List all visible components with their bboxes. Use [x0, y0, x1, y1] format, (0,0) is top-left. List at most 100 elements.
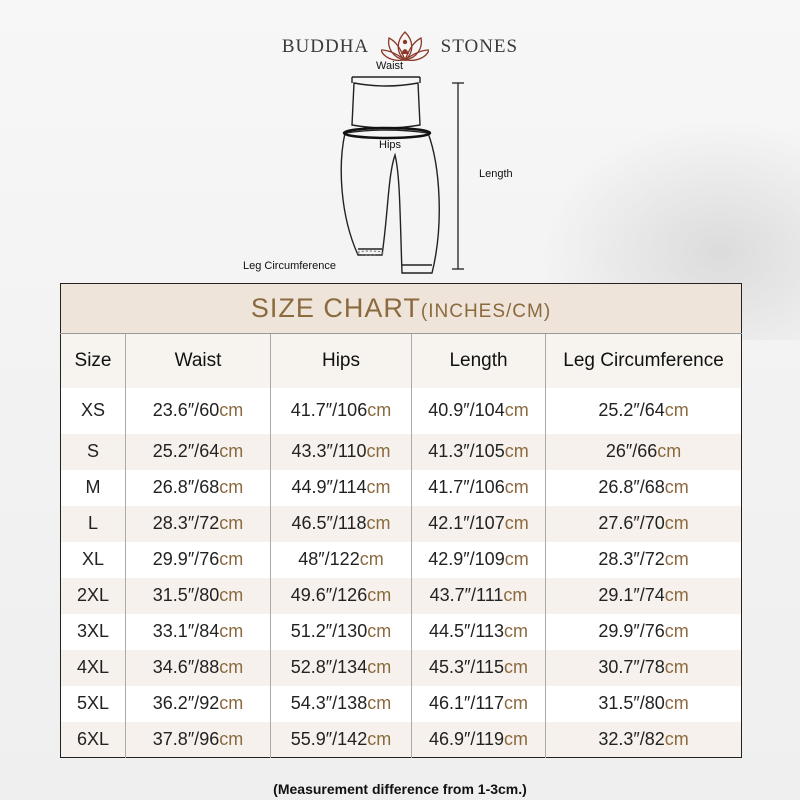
size-cell: 4XL — [60, 649, 126, 686]
length-value: 46.1″/117 — [428, 693, 505, 714]
hips-cell: 43.3″/110cm — [270, 433, 412, 470]
leg-value: 28.3″/72 — [598, 549, 665, 570]
hips-value: 52.8″/134 — [290, 657, 368, 678]
size-cell: 2XL — [60, 577, 126, 614]
size-cell: 3XL — [61, 614, 126, 650]
column-header: Leg Circumference — [544, 333, 742, 388]
waist-value: 26.8″/68 — [152, 477, 220, 498]
lotus-icon — [380, 31, 430, 62]
table-row: M 26.8″/68cm 44.9″/114cm 41.7″/106cm 26.8″/6… — [61, 469, 742, 506]
size-cell: XL — [61, 542, 126, 578]
column-header: Waist — [125, 333, 271, 388]
column-header: Length — [411, 333, 546, 388]
table-row: 3XL 33.1″/84cm 51.2″/130cm 44.5″/113cm 29.9″… — [61, 613, 742, 650]
hips-value: 54.3″/138 — [290, 693, 368, 714]
table-row: 6XL 37.8″/96cm 55.9″/142cm 46.9″/119cm 32.3″… — [60, 721, 742, 758]
hips-value: 46.5″/118 — [291, 513, 367, 534]
waist-value: 31.5″/80 — [152, 585, 220, 606]
unit-cm: cm — [664, 657, 689, 678]
hips-value: 51.2″/130 — [290, 621, 368, 642]
length-cell: 42.1″/107cm — [411, 505, 546, 542]
leg-cell: 26″/66cm — [544, 433, 742, 470]
unit-cm: cm — [504, 621, 529, 642]
length-label: Length — [479, 168, 513, 180]
hips-label: Hips — [379, 139, 402, 151]
unit-cm: cm — [367, 585, 392, 606]
length-cell: 46.1″/117cm — [411, 685, 546, 722]
measurement-note: (Measurement difference from 1-3cm.) — [273, 781, 527, 797]
waist-value: 23.6″/60 — [152, 400, 220, 421]
waist-value: 34.6″/88 — [152, 657, 220, 678]
size-value: 6XL — [76, 728, 110, 749]
length-cell: 42.9″/109cm — [411, 541, 546, 578]
size-value: 4XL — [76, 657, 110, 678]
hips-value: 48″/122 — [298, 549, 360, 570]
unit-cm: cm — [504, 477, 529, 498]
size-value: 5XL — [76, 693, 110, 714]
hips-cell: 44.9″/114cm — [270, 469, 412, 506]
size-cell: 5XL — [61, 686, 126, 722]
leg-cell: 25.2″/64cm — [544, 387, 742, 434]
hips-cell: 41.7″/106cm — [270, 387, 412, 434]
leg-cell: 29.1″/74cm — [544, 577, 742, 614]
length-value: 40.9″/104 — [428, 400, 505, 421]
table-title: SIZE CHART(INCHES/CM) — [60, 283, 742, 334]
unit-cm: cm — [664, 400, 689, 421]
unit-cm: cm — [367, 621, 392, 642]
length-value: 41.3″/105 — [428, 441, 505, 462]
waist-cell: 36.2″/92cm — [125, 685, 271, 722]
hips-cell: 55.9″/142cm — [270, 721, 412, 758]
waist-value: 36.2″/92 — [152, 693, 220, 714]
unit-cm: cm — [664, 549, 689, 570]
waist-value: 25.2″/64 — [152, 441, 220, 462]
size-value: 2XL — [76, 585, 110, 606]
brand-right: STONES — [440, 36, 519, 57]
table-row: L 28.3″/72cm 46.5″/118cm 42.1″/107cm 27.6″/7… — [60, 505, 742, 542]
unit-cm: cm — [219, 549, 244, 570]
length-value: 46.9″/119 — [428, 728, 505, 749]
leg-cell: 30.7″/78cm — [544, 649, 742, 686]
hips-cell: 52.8″/134cm — [270, 649, 412, 686]
leg-value: 25.2″/64 — [598, 400, 665, 421]
brand-left: BUDDHA — [281, 36, 370, 57]
unit-cm: cm — [219, 477, 244, 498]
column-header: Size — [60, 333, 126, 388]
size-cell: M — [61, 470, 126, 506]
unit-cm: cm — [664, 513, 689, 534]
waist-cell: 23.6″/60cm — [125, 387, 271, 434]
unit-cm: cm — [367, 728, 392, 749]
title-text: SIZE CHART — [250, 292, 421, 323]
unit-cm: cm — [219, 400, 244, 421]
unit-cm: cm — [366, 477, 391, 498]
hips-cell: 51.2″/130cm — [270, 613, 412, 650]
unit-cm: cm — [504, 400, 529, 421]
size-value: S — [86, 441, 99, 462]
hips-value: 41.7″/106 — [290, 400, 368, 421]
unit-cm: cm — [657, 441, 682, 462]
waist-cell: 33.1″/84cm — [125, 613, 271, 650]
length-value: 43.7″/111 — [429, 585, 504, 606]
hips-value: 55.9″/142 — [290, 728, 368, 749]
unit-cm: cm — [219, 657, 244, 678]
unit-cm: cm — [504, 728, 529, 749]
size-value: XL — [81, 549, 105, 570]
unit-cm: cm — [503, 585, 528, 606]
table-row: XL 29.9″/76cm 48″/122cm 42.9″/109cm 28.3″/72… — [61, 541, 742, 578]
unit-cm: cm — [664, 728, 689, 749]
unit-cm: cm — [664, 585, 689, 606]
waist-value: 37.8″/96 — [152, 728, 220, 749]
size-value: M — [85, 477, 101, 498]
size-cell: 6XL — [60, 721, 126, 758]
unit-cm: cm — [219, 513, 244, 534]
table-row: S 25.2″/64cm 43.3″/110cm 41.3″/105cm 26″/66c… — [60, 433, 742, 470]
unit-cm: cm — [219, 693, 244, 714]
unit-cm: cm — [219, 621, 244, 642]
unit-cm: cm — [664, 477, 689, 498]
leg-value: 26.8″/68 — [598, 477, 665, 498]
hips-value: 43.3″/110 — [291, 441, 367, 462]
length-cell: 46.9″/119cm — [411, 721, 546, 758]
hips-value: 44.9″/114 — [291, 477, 367, 498]
size-value: XS — [80, 400, 105, 421]
table-row: 5XL 36.2″/92cm 54.3″/138cm 46.1″/117cm 31.5″… — [61, 685, 742, 722]
waist-value: 29.9″/76 — [152, 549, 220, 570]
